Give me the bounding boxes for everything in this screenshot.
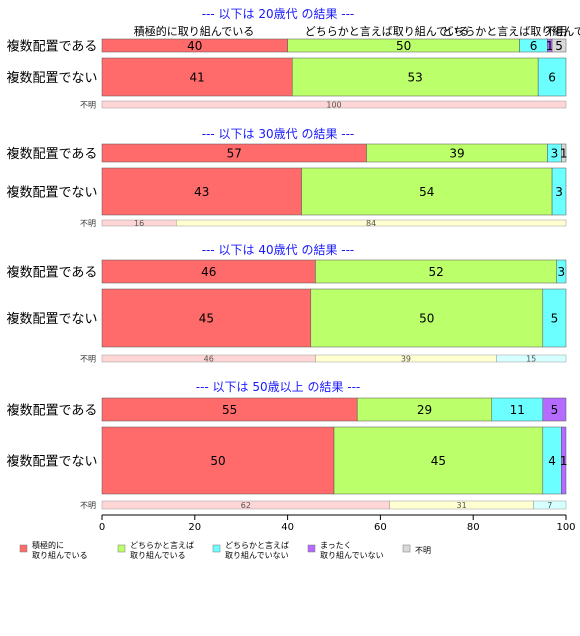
- data-label: 45: [199, 312, 214, 326]
- data-label: 43: [194, 185, 209, 199]
- data-label: 1: [560, 147, 568, 161]
- bar-segment: [101, 288, 312, 348]
- data-label: 29: [417, 403, 432, 417]
- unknown-data-label: 84: [366, 219, 376, 228]
- unknown-data-label: 7: [547, 501, 552, 510]
- unknown-row-label: 不明: [80, 501, 96, 510]
- bar-segment: [556, 259, 567, 284]
- bar-segment: [561, 426, 567, 495]
- unknown-row-label: 不明: [80, 101, 96, 110]
- data-label: 3: [558, 265, 566, 279]
- row-label: 複数配置でない: [6, 311, 97, 327]
- unknown-data-label: 15: [526, 355, 536, 364]
- bar-segment: [310, 288, 544, 348]
- legend-swatch: [117, 544, 126, 553]
- legend-label: 不明: [415, 546, 431, 555]
- data-label: 45: [431, 454, 446, 468]
- row-label: 複数配置である: [7, 265, 98, 281]
- panel-title: --- 以下は 50歳以上 の結果 ---: [196, 380, 361, 394]
- panel-title: --- 以下は 40歳代 の結果 ---: [202, 243, 355, 257]
- column-header-label: 不明: [545, 25, 567, 38]
- unknown-bar-segment: [533, 500, 567, 510]
- data-label: 52: [428, 265, 443, 279]
- x-tick-label: 80: [467, 522, 480, 533]
- unknown-data-label: 46: [204, 355, 214, 364]
- column-header-label: 積極的に取り組んでいる: [134, 24, 254, 38]
- data-label: 1: [560, 454, 568, 468]
- data-label: 53: [408, 71, 423, 85]
- unknown-data-label: 39: [401, 355, 411, 364]
- data-label: 5: [551, 403, 559, 417]
- column-header-label: どちらかと言えば取り組んでいる: [305, 25, 469, 38]
- bar-segment: [551, 38, 567, 53]
- row-label: 複数配置でない: [6, 70, 97, 86]
- legend-label: どちらかと言えば取り組んでいる: [130, 540, 194, 560]
- data-label: 50: [210, 454, 225, 468]
- legend-swatch: [212, 544, 221, 553]
- unknown-row-label: 不明: [80, 219, 96, 228]
- legend-label: 積極的に取り組んでいる: [32, 540, 88, 560]
- row-label: 複数配置でない: [6, 454, 97, 470]
- unknown-bar-segment: [175, 219, 567, 227]
- row-label: 複数配置である: [7, 403, 98, 419]
- unknown-data-label: 16: [134, 219, 144, 228]
- data-label: 50: [419, 312, 434, 326]
- x-tick-label: 40: [281, 522, 294, 533]
- x-tick-label: 20: [188, 522, 201, 533]
- data-label: 5: [551, 312, 559, 326]
- data-label: 6: [530, 39, 538, 53]
- data-label: 5: [555, 39, 563, 53]
- row-label: 複数配置である: [7, 39, 98, 55]
- data-label: 57: [227, 147, 242, 161]
- panel-title: --- 以下は 20歳代 の結果 ---: [202, 7, 355, 21]
- data-label: 4: [548, 454, 556, 468]
- bar-segment: [101, 426, 335, 495]
- legend-swatch: [307, 544, 316, 553]
- x-tick-label: 60: [374, 522, 387, 533]
- data-label: 3: [551, 147, 559, 161]
- column-header-label: どちらかと言えば取り組んでいない: [442, 25, 580, 38]
- row-label: 複数配置でない: [6, 185, 97, 201]
- row-label: 複数配置である: [7, 146, 98, 162]
- data-label: 54: [419, 185, 434, 199]
- bar-segment: [333, 426, 544, 495]
- legend-label: まったく取り組んでいない: [320, 541, 384, 560]
- panel-title: --- 以下は 30歳代 の結果 ---: [202, 127, 355, 141]
- data-label: 1: [546, 39, 554, 53]
- x-tick-label: 0: [99, 522, 105, 533]
- unknown-data-label: 31: [457, 501, 467, 510]
- data-label: 55: [222, 403, 237, 417]
- legend-swatch: [402, 544, 411, 553]
- unknown-row-label: 不明: [80, 355, 96, 364]
- bar-segment: [561, 143, 567, 163]
- bar-segment: [551, 167, 567, 216]
- unknown-data-label: 62: [241, 501, 251, 510]
- data-label: 50: [396, 39, 411, 53]
- data-label: 6: [548, 71, 556, 85]
- data-label: 40: [187, 39, 202, 53]
- legend-swatch: [19, 544, 28, 553]
- bar-segment: [101, 167, 302, 216]
- data-label: 39: [449, 147, 464, 161]
- unknown-bar-segment: [496, 354, 567, 363]
- unknown-bar-segment: [101, 100, 567, 109]
- bar-segment: [542, 288, 567, 348]
- data-label: 11: [510, 403, 525, 417]
- legend-label: どちらかと言えば取り組んでいない: [225, 540, 289, 560]
- data-label: 3: [555, 185, 563, 199]
- x-tick-label: 100: [556, 522, 575, 533]
- bar-segment: [537, 57, 567, 97]
- data-label: 46: [201, 265, 216, 279]
- unknown-data-label: 100: [326, 101, 341, 110]
- bar-segment: [542, 397, 567, 422]
- data-label: 41: [189, 71, 204, 85]
